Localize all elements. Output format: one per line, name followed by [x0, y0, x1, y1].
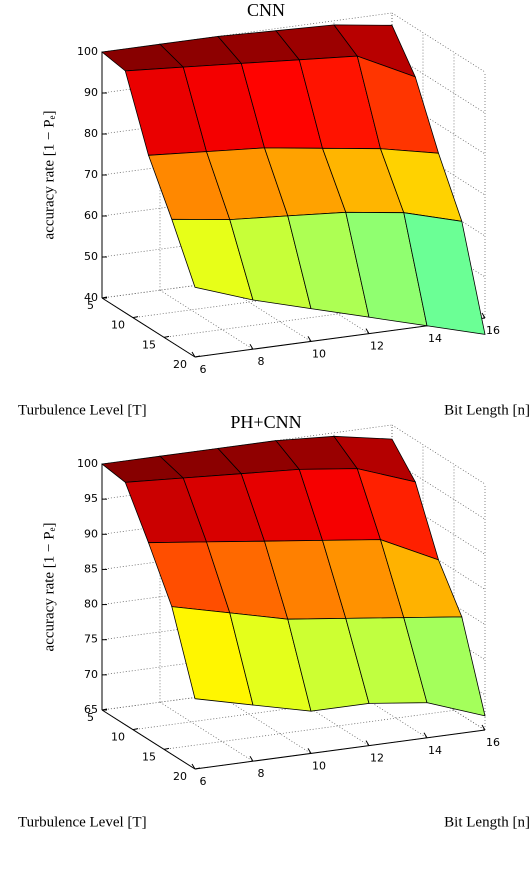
x-tick — [194, 767, 201, 770]
x-axis-label: Turbulence Level [T] — [18, 402, 147, 418]
z-tick-label: 80 — [84, 598, 98, 611]
y-tick — [423, 732, 428, 739]
surface-patch — [403, 616, 486, 717]
z-axis-label: accuracy rate [1 − Pₑ] — [41, 111, 57, 240]
chart-title: PH+CNN — [230, 412, 301, 432]
z-tick-label: 100 — [77, 457, 98, 470]
x-axis-label: Turbulence Level [T] — [18, 814, 147, 830]
z-tick-label: 95 — [84, 492, 98, 505]
y-tick-label: 14 — [428, 332, 442, 345]
z-tick-label: 65 — [84, 703, 98, 716]
grid-line — [159, 289, 254, 350]
x-tick — [163, 335, 170, 338]
grid-line — [217, 694, 312, 754]
z-tick-label: 75 — [84, 633, 98, 646]
y-tick-label: 14 — [428, 744, 442, 757]
grid-line — [391, 424, 486, 485]
y-axis-label: Bit Length [n] — [444, 814, 530, 830]
z-tick-label: 85 — [84, 562, 98, 575]
y-tick — [365, 328, 370, 334]
z-tick-label: 40 — [84, 291, 98, 304]
y-tick — [481, 312, 486, 319]
x-tick-label: 10 — [111, 731, 125, 744]
x-tick-label: 10 — [111, 319, 125, 332]
z-tick-label: 90 — [84, 527, 98, 540]
y-tick-label: 16 — [486, 736, 500, 749]
z-axis-label: accuracy rate [1 − Pₑ] — [41, 523, 57, 652]
y-tick — [481, 724, 486, 731]
x-tick — [101, 296, 108, 299]
z-tick-label: 100 — [77, 45, 98, 58]
surface-patch — [403, 212, 486, 335]
z-tick-label: 50 — [84, 250, 98, 263]
y-tick — [249, 343, 254, 350]
x-tick-label: 5 — [87, 299, 94, 312]
x-tick — [132, 316, 139, 319]
y-tick — [307, 748, 312, 754]
y-tick-label: 8 — [258, 767, 265, 780]
x-axis — [101, 297, 196, 358]
x-tick-label: 20 — [173, 770, 187, 783]
z-tick-label: 70 — [84, 668, 98, 681]
z-tick-label: 80 — [84, 127, 98, 140]
z-tick-label: 60 — [84, 209, 98, 222]
y-tick-label: 6 — [200, 775, 207, 788]
y-axis — [194, 729, 486, 770]
x-tick — [132, 728, 139, 731]
z-tick-label: 90 — [84, 86, 98, 99]
y-tick-label: 8 — [258, 355, 265, 368]
y-tick-label: 12 — [370, 752, 384, 765]
x-tick-label: 20 — [173, 358, 187, 371]
y-tick — [365, 740, 370, 746]
x-tick — [194, 355, 201, 358]
x-tick-label: 5 — [87, 711, 94, 724]
y-axis-label: Bit Length [n] — [444, 402, 530, 418]
x-tick-label: 15 — [142, 338, 156, 351]
y-tick-label: 12 — [370, 340, 384, 353]
x-tick — [163, 747, 170, 750]
z-tick-label: 70 — [84, 168, 98, 181]
x-axis — [101, 709, 196, 770]
grid-line — [159, 701, 254, 762]
y-tick-label: 10 — [312, 347, 326, 360]
x-tick — [101, 708, 108, 711]
y-tick — [191, 763, 196, 770]
y-tick-label: 6 — [200, 363, 207, 376]
y-tick-label: 10 — [312, 759, 326, 772]
y-tick — [191, 351, 196, 358]
y-tick-label: 16 — [486, 324, 500, 337]
grid-line — [391, 12, 486, 73]
x-tick-label: 15 — [142, 750, 156, 763]
y-tick — [249, 755, 254, 762]
chart-title: CNN — [247, 0, 285, 20]
y-tick — [307, 336, 312, 342]
grid-line — [163, 709, 455, 750]
